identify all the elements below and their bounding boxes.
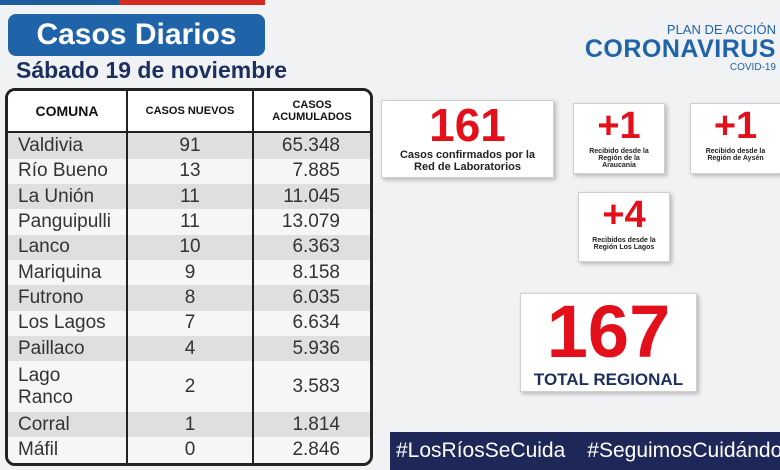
logo-line: CORONAVIRUS <box>584 35 776 63</box>
date: Sábado 19 de noviembre <box>16 57 287 83</box>
table-cell: Máfil <box>8 437 128 463</box>
title: Casos Diarios <box>8 14 265 56</box>
table-cell: Río Bueno <box>8 158 128 184</box>
table-row: Lanco 10 6.363 <box>8 234 370 260</box>
header-cell: CASOS NUEVOS <box>127 91 254 133</box>
hashtag: #LosRíosSeCuida <box>396 439 566 462</box>
card-value: +4 <box>602 194 646 236</box>
table-cell: Panguipulli <box>8 209 128 235</box>
table-row: Lago Ranco 2 3.583 <box>8 361 370 413</box>
card-value: +1 <box>713 105 758 147</box>
table-row: La Unión 11 11.045 <box>8 183 370 210</box>
table-body: Valdivia 91 65.348 Río Bueno 13 7.885 La Unión… <box>8 132 370 463</box>
card-caption: Recibido desde la Región de Aysén <box>705 148 766 162</box>
table-cell: 4 <box>127 336 254 362</box>
table-cell: 1 <box>127 412 254 438</box>
table-cell: Lago Ranco <box>8 361 128 413</box>
table-cell: 13.079 <box>253 209 370 235</box>
table-row: Paillaco 4 5.936 <box>8 336 370 362</box>
table-cell: 13 <box>127 158 254 184</box>
header-cell: COMUNA <box>8 91 128 133</box>
table-cell: Los Lagos <box>8 310 128 337</box>
table-cell: 11.045 <box>253 183 370 210</box>
card: 161 Casos confirmados por la Red de Labo… <box>381 100 554 178</box>
card: +4 Recibidos desde la Región Los Lagos <box>578 192 670 262</box>
card: +1 Recibido desde la Región de la Arauca… <box>573 103 665 174</box>
card: 167 TOTAL REGIONAL <box>520 293 697 392</box>
table-cell: Lanco <box>8 234 128 260</box>
card-caption: Casos confirmados por la Red de Laborato… <box>399 149 536 173</box>
table-cell: 65.348 <box>253 132 370 159</box>
table-cell: 3.583 <box>253 361 370 413</box>
card-value: 167 <box>546 290 671 373</box>
top-bar <box>0 0 265 5</box>
table-cell: 2 <box>127 361 254 413</box>
card-value: +1 <box>597 105 641 147</box>
table-row: Futrono 8 6.035 <box>8 285 370 311</box>
table-cell: 1.814 <box>253 412 370 438</box>
header-cell: CASOS ACUMULADOS <box>253 91 370 133</box>
card: +1 Recibido desde la Región de Aysén <box>690 103 780 174</box>
table-cell: 6.035 <box>253 285 370 311</box>
table-cell: 11 <box>127 183 254 210</box>
table-row: Máfil 0 2.846 <box>8 437 370 463</box>
table-cell: 10 <box>127 234 254 260</box>
table-cell: 11 <box>127 209 254 235</box>
card-caption: TOTAL REGIONAL <box>533 370 684 389</box>
table-cell: 2.846 <box>253 437 370 463</box>
table-row: Río Bueno 13 7.885 <box>8 158 370 184</box>
table-cell: Corral <box>8 412 128 438</box>
table-row: Mariquina 9 8.158 <box>8 259 370 286</box>
table-cell: Paillaco <box>8 336 128 362</box>
logo-line: COVID-19 <box>729 62 776 73</box>
table-cell: Futrono <box>8 285 128 311</box>
table: COMUNA CASOS NUEVOS CASOS ACUMULADOS Val… <box>5 88 373 466</box>
header-row: COMUNA CASOS NUEVOS CASOS ACUMULADOS <box>8 91 370 133</box>
table-grid: COMUNA CASOS NUEVOS CASOS ACUMULADOS Val… <box>8 91 370 463</box>
table-cell: Valdivia <box>8 132 128 159</box>
hashtag: #SeguimosCuidándonos <box>587 439 780 462</box>
hashtag-bar: #LosRíosSeCuida #SeguimosCuidándonos <box>390 432 780 470</box>
card-caption: Recibido desde la Región de la Araucanía <box>589 148 649 169</box>
table-cell: 91 <box>127 132 254 159</box>
table-cell: 0 <box>127 437 254 463</box>
table-row: Valdivia 91 65.348 <box>8 132 370 159</box>
table-cell: 5.936 <box>253 336 370 362</box>
table-cell: 8.158 <box>253 259 370 286</box>
table-cell: 7.885 <box>253 158 370 184</box>
table-row: Corral 1 1.814 <box>8 412 370 438</box>
table-cell: Mariquina <box>8 259 128 286</box>
card-caption: Recibidos desde la Región Los Lagos <box>592 237 656 251</box>
table-cell: 8 <box>127 285 254 311</box>
logo-line: PLAN DE ACCIÓN <box>666 22 776 37</box>
table-cell: 6.363 <box>253 234 370 260</box>
table-cell: La Unión <box>8 183 128 210</box>
logo: PLAN DE ACCIÓN CORONAVIRUS COVID-19 <box>585 22 776 73</box>
table-cell: 9 <box>127 259 254 286</box>
table-cell: 6.634 <box>253 310 370 337</box>
card-value: 161 <box>429 99 506 151</box>
table-row: Panguipulli 11 13.079 <box>8 209 370 235</box>
table-row: Los Lagos 7 6.634 <box>8 310 370 337</box>
table-cell: 7 <box>127 310 254 337</box>
